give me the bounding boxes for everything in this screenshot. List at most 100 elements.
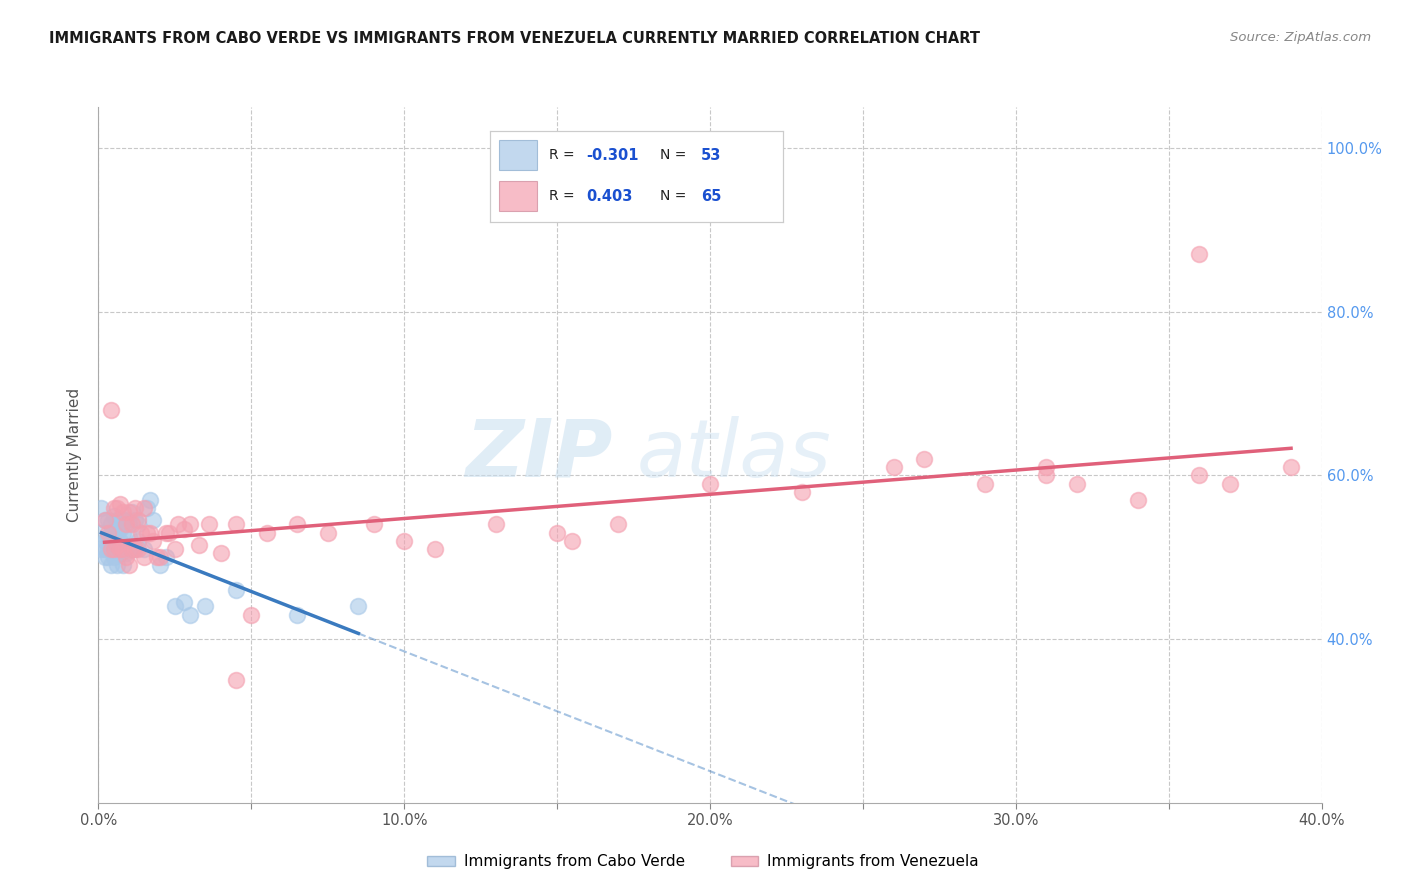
Point: [179, 607, 201, 622]
Point: [561, 533, 583, 548]
Point: [105, 501, 128, 516]
Point: [363, 517, 385, 532]
Point: [115, 550, 138, 565]
Point: [121, 505, 143, 519]
Point: [974, 476, 997, 491]
Point: [103, 550, 125, 565]
Point: [124, 542, 146, 557]
Text: -0.301: -0.301: [586, 148, 640, 163]
Point: [136, 525, 159, 540]
Point: [127, 517, 149, 532]
Point: [607, 517, 630, 532]
Point: [124, 513, 146, 527]
Point: [124, 542, 146, 557]
Point: [105, 542, 128, 557]
Point: [97, 525, 120, 540]
Point: [105, 538, 128, 552]
Point: [100, 558, 122, 573]
Point: [1066, 476, 1088, 491]
Point: [97, 530, 120, 544]
Point: [93, 550, 115, 565]
Point: [1188, 247, 1211, 261]
Point: [108, 546, 131, 560]
Point: [111, 558, 134, 573]
Bar: [499, 181, 537, 211]
Point: [546, 525, 568, 540]
Point: [912, 452, 935, 467]
Point: [173, 595, 195, 609]
Point: [139, 525, 162, 540]
Point: [127, 542, 149, 557]
Point: [142, 513, 165, 527]
Text: IMMIGRANTS FROM CABO VERDE VS IMMIGRANTS FROM VENEZUELA CURRENTLY MARRIED CORREL: IMMIGRANTS FROM CABO VERDE VS IMMIGRANTS…: [49, 31, 980, 46]
Point: [392, 533, 416, 548]
Point: [121, 542, 143, 557]
Point: [111, 542, 134, 557]
Point: [90, 501, 112, 516]
Point: [103, 525, 125, 540]
Point: [209, 546, 232, 560]
Text: N =: N =: [661, 148, 690, 162]
Point: [136, 501, 159, 516]
Point: [173, 522, 195, 536]
Y-axis label: Currently Married: Currently Married: [67, 388, 83, 522]
Point: [124, 501, 146, 516]
Point: [103, 542, 125, 557]
Point: [145, 550, 167, 565]
Point: [118, 530, 141, 544]
Point: [1188, 468, 1211, 483]
Point: [790, 484, 813, 499]
Point: [285, 517, 308, 532]
Point: [1219, 476, 1241, 491]
Point: [188, 538, 211, 552]
Point: [883, 460, 905, 475]
Point: [127, 533, 149, 548]
Text: Source: ZipAtlas.com: Source: ZipAtlas.com: [1230, 31, 1371, 45]
Point: [194, 599, 217, 614]
Point: [108, 497, 131, 511]
Point: [157, 525, 180, 540]
Point: [97, 550, 120, 565]
Point: [225, 582, 247, 597]
Point: [121, 542, 143, 557]
Point: [197, 517, 219, 532]
Point: [121, 517, 143, 532]
Text: R =: R =: [548, 189, 578, 203]
Point: [139, 492, 162, 507]
Point: [115, 546, 138, 560]
Point: [90, 525, 112, 540]
Legend: Immigrants from Cabo Verde, Immigrants from Venezuela: Immigrants from Cabo Verde, Immigrants f…: [420, 848, 986, 875]
Text: 65: 65: [702, 188, 721, 203]
Point: [118, 542, 141, 557]
Point: [155, 550, 177, 565]
Point: [699, 476, 721, 491]
Point: [485, 517, 508, 532]
Text: atlas: atlas: [637, 416, 831, 494]
Point: [90, 542, 112, 557]
Point: [93, 542, 115, 557]
Point: [129, 525, 152, 540]
Point: [118, 558, 141, 573]
Bar: [499, 140, 537, 170]
Text: 0.403: 0.403: [586, 188, 633, 203]
Point: [97, 542, 120, 557]
Point: [134, 550, 156, 565]
Point: [115, 513, 138, 527]
Point: [149, 550, 172, 565]
Point: [163, 542, 186, 557]
Point: [105, 525, 128, 540]
Point: [285, 607, 308, 622]
Point: [93, 513, 115, 527]
Point: [93, 533, 115, 548]
Point: [347, 599, 370, 614]
Point: [225, 673, 247, 687]
Point: [108, 522, 131, 536]
Point: [1035, 468, 1057, 483]
Point: [100, 542, 122, 557]
Point: [105, 558, 128, 573]
Point: [105, 513, 128, 527]
Point: [108, 542, 131, 557]
Point: [100, 403, 122, 417]
Point: [1035, 460, 1057, 475]
Point: [1128, 492, 1150, 507]
